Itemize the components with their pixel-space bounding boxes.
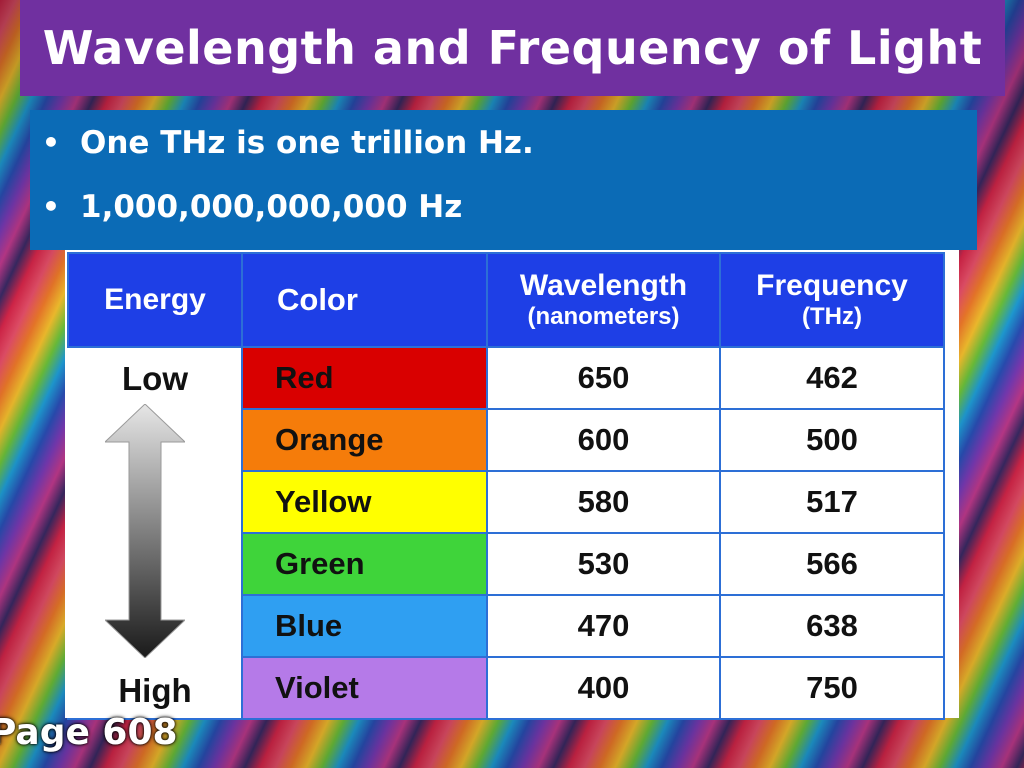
bullet-item: • 1,000,000,000,000 Hz — [42, 188, 977, 252]
color-cell: Violet — [241, 656, 488, 720]
frequency-cell: 750 — [719, 656, 945, 720]
header-color: Color — [241, 252, 488, 348]
frequency-cell: 462 — [719, 346, 945, 410]
color-cell: Red — [241, 346, 488, 410]
color-cell: Orange — [241, 408, 488, 472]
energy-low-label: Low — [122, 360, 188, 397]
bullet-dot: • — [42, 190, 60, 223]
page-number-label: Page 608 — [0, 712, 178, 753]
table-row: Blue 470 638 — [68, 594, 945, 658]
table-row: Yellow 580 517 — [68, 470, 945, 534]
wavelength-cell: 650 — [486, 346, 721, 410]
energy-scale-cell: Low High — [67, 346, 243, 720]
frequency-cell: 517 — [719, 470, 945, 534]
energy-high-label: High — [118, 672, 192, 709]
table-row: Low High Red 650 462 — [67, 346, 945, 720]
header-wavelength: Wavelength (nanometers) — [486, 252, 721, 348]
color-cell: Green — [241, 532, 488, 596]
slide-title: Wavelength and Frequency of Light — [42, 21, 983, 75]
wavelength-cell: 470 — [486, 594, 721, 658]
title-bar: Wavelength and Frequency of Light — [20, 0, 1005, 96]
color-cell: Yellow — [241, 470, 488, 534]
color-cell: Blue — [241, 594, 488, 658]
bullet-text: One THz is one trillion Hz. — [80, 125, 534, 161]
wavelength-cell: 530 — [486, 532, 721, 596]
header-frequency: Frequency (THz) — [719, 252, 945, 348]
header-energy: Energy — [67, 252, 243, 348]
table-row: Green 530 566 — [68, 532, 945, 596]
frequency-cell: 500 — [719, 408, 945, 472]
light-table: Energy Color Wavelength (nanometers) Fre… — [67, 252, 945, 720]
bullet-text: 1,000,000,000,000 Hz — [80, 189, 463, 225]
frequency-cell: 638 — [719, 594, 945, 658]
table-row: Violet 400 750 — [68, 656, 945, 720]
bullet-list: • One THz is one trillion Hz. • 1,000,00… — [30, 110, 977, 252]
double-arrow-icon — [105, 404, 185, 658]
wavelength-cell: 580 — [486, 470, 721, 534]
bullet-item: • One THz is one trillion Hz. — [42, 124, 977, 188]
light-table-panel: Energy Color Wavelength (nanometers) Fre… — [65, 250, 959, 720]
frequency-cell: 566 — [719, 532, 945, 596]
wavelength-cell: 400 — [486, 656, 721, 720]
table-header-row: Energy Color Wavelength (nanometers) Fre… — [67, 252, 945, 348]
bullet-dot: • — [42, 126, 60, 159]
wavelength-cell: 600 — [486, 408, 721, 472]
bullet-box: • One THz is one trillion Hz. • 1,000,00… — [30, 110, 977, 250]
table-row: Orange 600 500 — [68, 408, 945, 472]
